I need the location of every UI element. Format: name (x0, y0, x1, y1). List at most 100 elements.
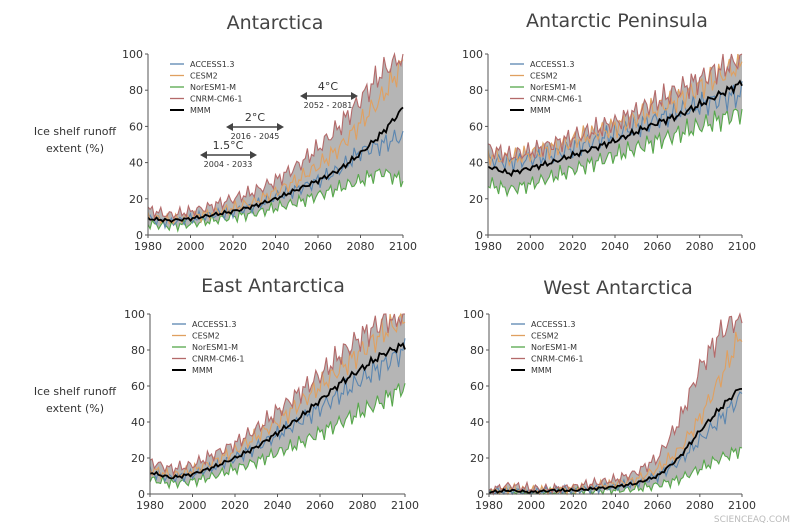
y-tick-label: 20 (469, 193, 483, 206)
annotation-range: 2052 - 2081 (304, 101, 353, 110)
x-tick-label: 2020 (559, 499, 587, 512)
series-line-cnrm-cm6-1 (487, 53, 743, 163)
model-envelope (148, 54, 403, 231)
annotation-label: 2°C (245, 111, 265, 124)
x-tick-label: 2100 (728, 240, 756, 253)
x-tick-label: 2040 (602, 499, 630, 512)
legend-label: MMM (190, 106, 211, 115)
annotation-arrowhead-left (300, 92, 307, 100)
y-tick-label: 40 (129, 157, 143, 170)
legend-label: CESM2 (190, 72, 218, 81)
annotation-arrowhead-left (226, 123, 233, 131)
series-line-cnrm-cm6-1 (147, 51, 404, 220)
y-tick-label: 0 (138, 488, 145, 501)
annotation-arrowhead-right (277, 123, 284, 131)
y-tick-label: 80 (469, 84, 483, 97)
annotation-label: 4°C (318, 80, 338, 93)
annotation-range: 2016 - 2045 (231, 132, 280, 141)
x-tick-label: 2000 (517, 499, 545, 512)
y-tick-label: 40 (469, 157, 483, 170)
chart-title: East Antarctica (201, 275, 345, 297)
legend-label: ACCESS1.3 (531, 320, 575, 329)
y-tick-label: 20 (129, 193, 143, 206)
x-tick-label: 2100 (391, 499, 419, 512)
legend-label: ACCESS1.3 (190, 60, 234, 69)
legend-label: MMM (531, 366, 552, 375)
y-tick-label: 80 (129, 84, 143, 97)
x-tick-label: 2060 (306, 499, 334, 512)
series-line-noresm1-m (487, 108, 743, 198)
y-tick-label: 80 (470, 344, 484, 357)
model-envelope (489, 314, 742, 494)
y-tick-label: 100 (124, 308, 145, 321)
y-tick-label: 0 (136, 229, 143, 242)
x-tick-label: 2060 (643, 240, 671, 253)
legend-label: CNRM-CM6-1 (192, 355, 244, 364)
series-line-access1-3 (149, 338, 406, 483)
y-axis-label: Ice shelf runoff (34, 125, 117, 138)
y-tick-label: 100 (463, 308, 484, 321)
y-tick-label: 20 (470, 452, 484, 465)
y-tick-label: 40 (131, 416, 145, 429)
series-line-noresm1-m (149, 383, 406, 490)
x-tick-label: 2020 (559, 240, 587, 253)
annotation-3: 4°C 2052 - 2081 (300, 80, 358, 110)
y-tick-label: 40 (470, 416, 484, 429)
legend-label: NorESM1-M (192, 343, 238, 352)
y-tick-label: 0 (476, 229, 483, 242)
y-axis-label: extent (%) (46, 402, 104, 415)
chart-title: Antarctica (227, 12, 324, 34)
x-tick-label: 2100 (389, 240, 417, 253)
y-axis-label: Ice shelf runoff (34, 385, 117, 398)
legend-label: CESM2 (530, 72, 558, 81)
chart-title: West Antarctica (543, 277, 693, 299)
series-line-cnrm-cm6-1 (488, 312, 743, 496)
x-tick-label: 1980 (475, 499, 503, 512)
annotation-arrowhead-right (351, 92, 358, 100)
annotation-arrowhead-left (200, 151, 207, 159)
x-tick-label: 2060 (304, 240, 332, 253)
annotation-label: 1.5°C (213, 139, 244, 152)
chart-title: Antarctic Peninsula (526, 10, 708, 32)
y-tick-label: 0 (477, 488, 484, 501)
x-tick-label: 2100 (728, 499, 756, 512)
legend-label: CESM2 (192, 332, 220, 341)
series-line-cesm2 (147, 59, 404, 225)
series-line-cnrm-cm6-1 (149, 313, 405, 477)
legend-label: CNRM-CM6-1 (531, 355, 583, 364)
x-tick-label: 2000 (179, 499, 207, 512)
x-tick-label: 2040 (601, 240, 629, 253)
x-tick-label: 2080 (686, 499, 714, 512)
x-tick-label: 1980 (136, 499, 164, 512)
annotation-1: 1.5°C 2004 - 2033 (200, 139, 257, 169)
series-line-access1-3 (147, 129, 404, 230)
series-line-noresm1-m (147, 168, 404, 233)
legend-label: CESM2 (531, 332, 559, 341)
series-line-mmm (149, 342, 406, 480)
y-tick-label: 20 (131, 452, 145, 465)
x-tick-label: 2000 (516, 240, 544, 253)
legend-label: MMM (530, 106, 551, 115)
legend-label: ACCESS1.3 (192, 320, 236, 329)
warming-annotations: 1.5°C 2004 - 2033 2°C 2016 - 2045 4°C 2052 - … (200, 80, 358, 169)
legend-label: NorESM1-M (530, 83, 576, 92)
y-tick-label: 60 (129, 120, 143, 133)
y-tick-label: 80 (131, 344, 145, 357)
annotation-range: 2004 - 2033 (204, 160, 253, 169)
x-tick-label: 2080 (347, 240, 375, 253)
x-tick-label: 2080 (349, 499, 377, 512)
legend-label: MMM (192, 366, 213, 375)
x-tick-label: 1980 (474, 240, 502, 253)
x-tick-label: 2060 (644, 499, 672, 512)
y-tick-label: 100 (122, 48, 143, 61)
x-tick-label: 2000 (177, 240, 205, 253)
x-tick-label: 2040 (262, 240, 290, 253)
annotation-2: 2°C 2016 - 2045 (226, 111, 284, 141)
legend-label: CNRM-CM6-1 (190, 95, 242, 104)
x-tick-label: 2020 (221, 499, 249, 512)
